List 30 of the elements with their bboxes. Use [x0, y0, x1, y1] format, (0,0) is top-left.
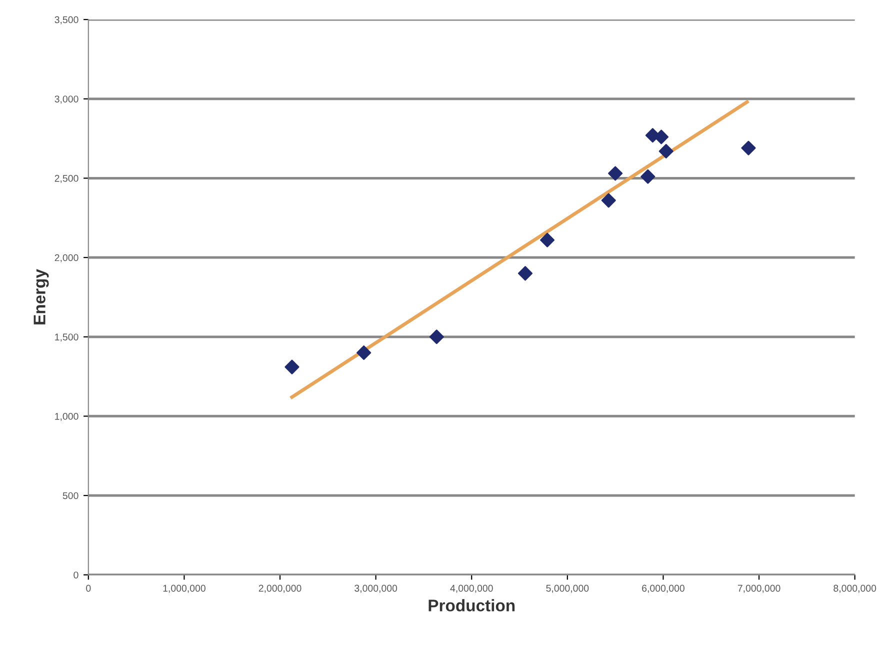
x-tick-label: 2,000,000 [258, 584, 302, 593]
point [540, 232, 555, 248]
y-tick-label: 3,000 [54, 96, 78, 104]
x-tick-label: 1,000,000 [163, 584, 206, 593]
y-tick-label: 2,500 [54, 174, 78, 183]
point [608, 166, 623, 181]
point [356, 345, 372, 360]
y-tick-label: 500 [62, 492, 78, 500]
y-tick-label: 2,000 [54, 254, 78, 262]
y-tick-label: 3,500 [54, 16, 78, 24]
y-tick-label: 1,000 [55, 412, 78, 421]
y-axis-title: Energy [34, 269, 49, 324]
point [640, 169, 656, 184]
x-tick-label: 6,000,000 [642, 584, 684, 593]
point [741, 140, 756, 156]
point [654, 130, 669, 144]
x-tick-label: 8,000,000 [834, 584, 876, 593]
x-tick-label: 7,000,000 [738, 584, 780, 593]
point [601, 193, 616, 208]
y-tick-label: 0 [74, 572, 78, 578]
point [429, 330, 444, 344]
point [518, 266, 533, 281]
x-axis-title: Production [428, 599, 515, 612]
point [284, 360, 300, 374]
x-tick-label: 4,000,000 [450, 584, 493, 593]
x-tick-label: 0 [86, 584, 91, 592]
x-tick-label: 5,000,000 [546, 584, 589, 593]
y-tick-label: 1,500 [55, 334, 78, 342]
x-tick-label: 3,000,000 [354, 584, 398, 593]
point [658, 144, 674, 158]
